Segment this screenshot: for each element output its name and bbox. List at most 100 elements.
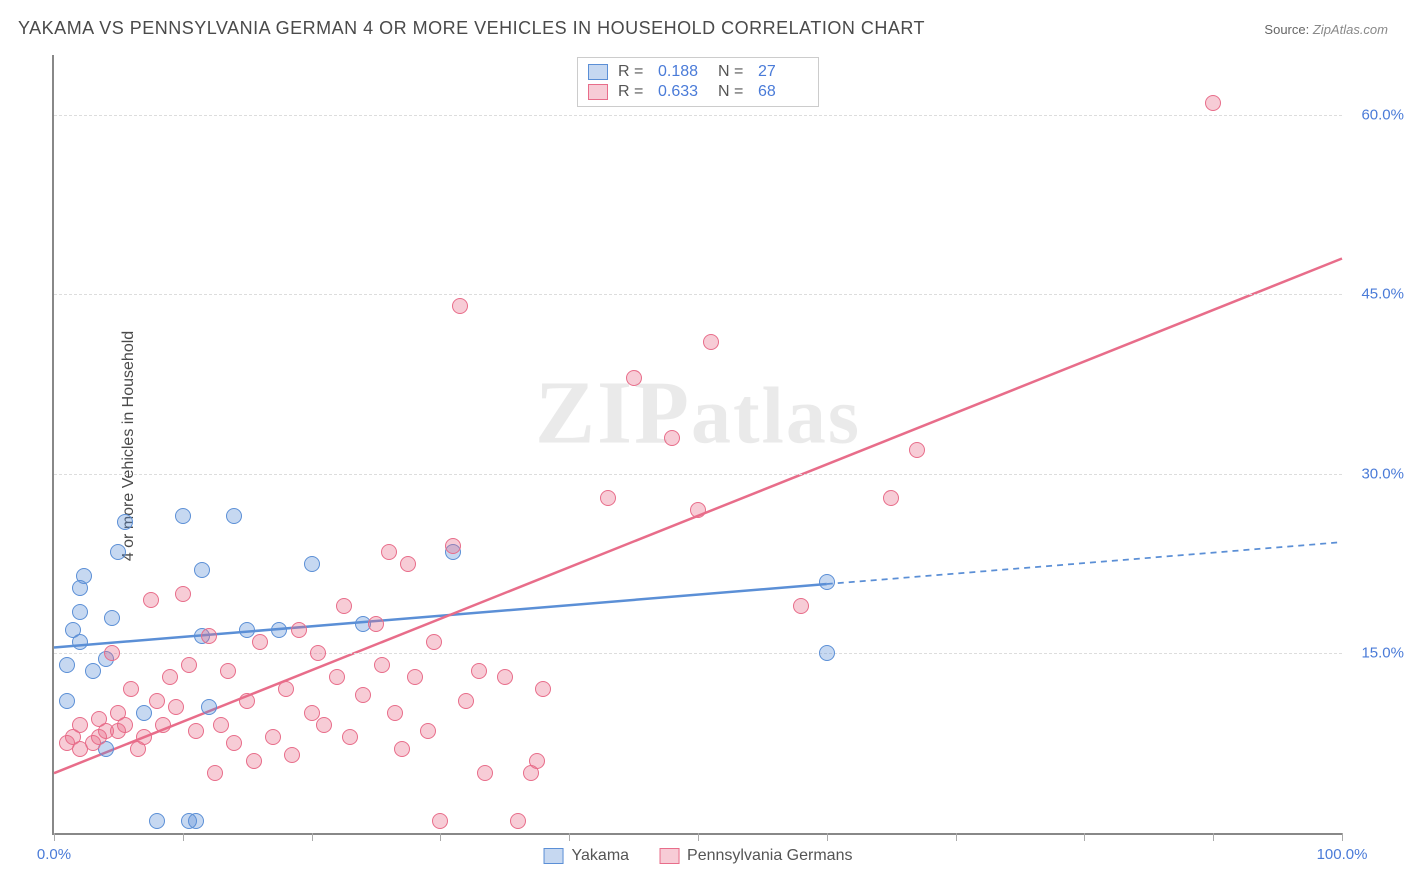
data-point bbox=[175, 508, 191, 524]
data-point bbox=[529, 753, 545, 769]
data-point bbox=[471, 663, 487, 679]
y-tick-label: 15.0% bbox=[1348, 645, 1404, 662]
data-point bbox=[123, 681, 139, 697]
x-tick bbox=[569, 833, 570, 841]
data-point bbox=[188, 723, 204, 739]
chart-title: YAKAMA VS PENNSYLVANIA GERMAN 4 OR MORE … bbox=[18, 18, 925, 39]
data-point bbox=[316, 717, 332, 733]
legend-label-pagerman: Pennsylvania Germans bbox=[687, 847, 852, 865]
data-point bbox=[149, 813, 165, 829]
series-legend: Yakama Pennsylvania Germans bbox=[544, 847, 853, 865]
legend-item-yakama: Yakama bbox=[544, 847, 630, 865]
data-point bbox=[110, 544, 126, 560]
data-point bbox=[59, 693, 75, 709]
data-point bbox=[72, 634, 88, 650]
legend-label-yakama: Yakama bbox=[572, 847, 630, 865]
data-point bbox=[72, 604, 88, 620]
data-point bbox=[304, 556, 320, 572]
data-point bbox=[136, 729, 152, 745]
x-tick bbox=[1213, 833, 1214, 841]
data-point bbox=[271, 622, 287, 638]
y-tick-label: 45.0% bbox=[1348, 286, 1404, 303]
data-point bbox=[265, 729, 281, 745]
data-point bbox=[136, 705, 152, 721]
data-point bbox=[168, 699, 184, 715]
data-point bbox=[207, 765, 223, 781]
data-point bbox=[117, 717, 133, 733]
data-point bbox=[239, 693, 255, 709]
trend-lines-svg bbox=[54, 55, 1342, 833]
data-point bbox=[664, 430, 680, 446]
chart-plot-area: ZIPatlas R = 0.188 N = 27 R = 0.633 N = … bbox=[52, 55, 1342, 835]
data-point bbox=[304, 705, 320, 721]
gridline bbox=[54, 653, 1342, 654]
data-point bbox=[426, 634, 442, 650]
data-point bbox=[819, 645, 835, 661]
trend-line-extrapolated bbox=[827, 542, 1342, 584]
data-point bbox=[149, 693, 165, 709]
data-point bbox=[278, 681, 294, 697]
data-point bbox=[387, 705, 403, 721]
data-point bbox=[226, 735, 242, 751]
data-point bbox=[329, 669, 345, 685]
data-point bbox=[155, 717, 171, 733]
data-point bbox=[104, 610, 120, 626]
data-point bbox=[535, 681, 551, 697]
swatch-pagerman bbox=[659, 848, 679, 864]
x-tick bbox=[440, 833, 441, 841]
data-point bbox=[355, 687, 371, 703]
gridline bbox=[54, 115, 1342, 116]
data-point bbox=[458, 693, 474, 709]
x-tick bbox=[54, 833, 55, 841]
data-point bbox=[239, 622, 255, 638]
data-point bbox=[626, 370, 642, 386]
data-point bbox=[445, 538, 461, 554]
y-tick-label: 60.0% bbox=[1348, 106, 1404, 123]
data-point bbox=[819, 574, 835, 590]
data-point bbox=[600, 490, 616, 506]
gridline bbox=[54, 294, 1342, 295]
data-point bbox=[104, 645, 120, 661]
data-point bbox=[291, 622, 307, 638]
data-point bbox=[368, 616, 384, 632]
data-point bbox=[510, 813, 526, 829]
gridline bbox=[54, 474, 1342, 475]
data-point bbox=[181, 657, 197, 673]
data-point bbox=[201, 628, 217, 644]
data-point bbox=[194, 562, 210, 578]
data-point bbox=[394, 741, 410, 757]
data-point bbox=[226, 508, 242, 524]
data-point bbox=[336, 598, 352, 614]
data-point bbox=[381, 544, 397, 560]
swatch-yakama bbox=[544, 848, 564, 864]
data-point bbox=[246, 753, 262, 769]
data-point bbox=[72, 717, 88, 733]
data-point bbox=[310, 645, 326, 661]
data-point bbox=[477, 765, 493, 781]
x-tick bbox=[956, 833, 957, 841]
data-point bbox=[374, 657, 390, 673]
data-point bbox=[400, 556, 416, 572]
data-point bbox=[284, 747, 300, 763]
data-point bbox=[342, 729, 358, 745]
data-point bbox=[85, 663, 101, 679]
x-tick bbox=[698, 833, 699, 841]
data-point bbox=[162, 669, 178, 685]
data-point bbox=[76, 568, 92, 584]
x-tick bbox=[1084, 833, 1085, 841]
data-point bbox=[175, 586, 191, 602]
data-point bbox=[703, 334, 719, 350]
data-point bbox=[213, 717, 229, 733]
x-tick bbox=[1342, 833, 1343, 841]
data-point bbox=[420, 723, 436, 739]
x-tick bbox=[827, 833, 828, 841]
data-point bbox=[883, 490, 899, 506]
data-point bbox=[59, 657, 75, 673]
data-point bbox=[452, 298, 468, 314]
data-point bbox=[143, 592, 159, 608]
source-value: ZipAtlas.com bbox=[1313, 22, 1388, 37]
x-tick-label: 0.0% bbox=[37, 846, 71, 863]
data-point bbox=[793, 598, 809, 614]
data-point bbox=[909, 442, 925, 458]
x-tick bbox=[183, 833, 184, 841]
